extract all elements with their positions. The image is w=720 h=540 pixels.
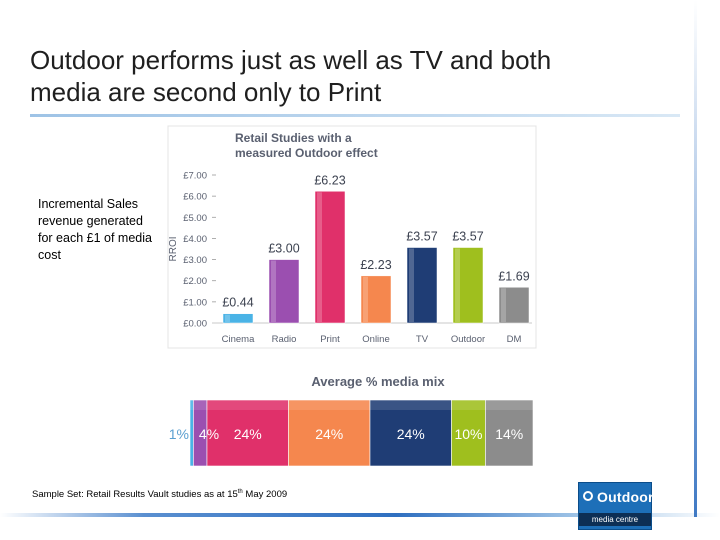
bar-dm xyxy=(498,287,530,324)
mix-segment-shine-radio xyxy=(193,400,207,410)
logo-subtitle: media centre xyxy=(579,513,651,526)
title-divider xyxy=(30,114,680,117)
bar-chart-title-line-1: Retail Studies with a xyxy=(235,131,352,145)
mix-segment-dm xyxy=(485,399,534,467)
y-tick-label: £6.00 xyxy=(183,192,207,203)
y-tick-label: £7.00 xyxy=(183,171,207,182)
sample-note-sup: th xyxy=(237,489,243,495)
y-tick-label: £3.00 xyxy=(183,255,207,266)
bar-value-label-dm: £1.69 xyxy=(498,269,529,283)
slide-title-line-1: Outdoor performs just as well as TV and … xyxy=(30,45,552,75)
mix-segment-shine-print xyxy=(206,400,289,410)
mix-segment-shine-dm xyxy=(485,400,533,410)
y-axis-label: RROI xyxy=(168,237,179,262)
mix-segment-shine-outdoor xyxy=(451,400,486,410)
bar-online xyxy=(360,275,392,324)
sample-set-note: Sample Set: Retail Results Vault studies… xyxy=(32,489,287,500)
mix-label-radio: 4% xyxy=(199,426,219,442)
bar-value-label-cinema: £0.44 xyxy=(222,296,253,310)
x-category-label-tv: TV xyxy=(416,334,429,345)
y-tick-label: £1.00 xyxy=(183,297,207,308)
bar-highlight-tv xyxy=(409,248,414,322)
bar-highlight-print xyxy=(317,192,322,322)
mix-label-dm: 14% xyxy=(495,426,523,442)
bar-value-label-radio: £3.00 xyxy=(268,242,299,256)
mix-segment-shine-cinema xyxy=(190,400,194,410)
x-category-label-radio: Radio xyxy=(272,334,297,345)
bar-highlight-online xyxy=(363,276,368,322)
mix-label-online: 24% xyxy=(315,426,343,442)
y-tick-label: £5.00 xyxy=(183,213,207,224)
bar-radio xyxy=(268,259,300,324)
y-tick-label: £4.00 xyxy=(183,234,207,245)
mix-segment-tv xyxy=(369,399,452,467)
x-category-label-print: Print xyxy=(320,334,340,345)
x-category-label-dm: DM xyxy=(507,334,522,345)
y-tick-label: £2.00 xyxy=(183,276,207,287)
mix-segment-shine-tv xyxy=(369,400,452,410)
bar-chart-title-line-2: measured Outdoor effect xyxy=(235,146,378,160)
mix-segment-online xyxy=(288,399,371,467)
bar-print xyxy=(314,191,346,324)
bar-outdoor xyxy=(452,247,484,324)
bar-value-label-tv: £3.57 xyxy=(406,230,437,244)
sample-note-text-a: Sample Set: Retail Results Vault studies… xyxy=(32,489,238,501)
side-note: Incremental Sales revenue generated for … xyxy=(38,197,152,262)
bar-highlight-outdoor xyxy=(455,248,460,322)
media-mix-title: Average % media mix xyxy=(311,374,445,389)
bar-value-label-outdoor: £3.57 xyxy=(452,230,483,244)
bar-value-label-online: £2.23 xyxy=(360,258,391,272)
sample-note-text-b: May 2009 xyxy=(242,489,288,501)
bar-highlight-cinema xyxy=(225,314,230,322)
bar-highlight-radio xyxy=(271,260,276,322)
slide-title: Outdoor performs just as well as TV and … xyxy=(30,44,670,108)
x-category-label-outdoor: Outdoor xyxy=(451,334,485,345)
mix-label-print: 24% xyxy=(234,426,262,442)
mix-segment-shine-online xyxy=(288,400,370,410)
bar-value-label-print: £6.23 xyxy=(314,173,345,187)
y-tick-label: £0.00 xyxy=(183,319,207,330)
x-category-label-cinema: Cinema xyxy=(222,334,255,345)
x-category-label-online: Online xyxy=(362,334,389,345)
bar-highlight-dm xyxy=(501,288,506,322)
mix-label-outdoor: 10% xyxy=(454,426,482,442)
slide-title-line-2: media are second only to Print xyxy=(30,77,382,107)
outdoor-media-centre-logo: Outdoor media centre xyxy=(578,482,654,530)
mix-segment-outdoor xyxy=(451,399,486,467)
logo-mark-icon xyxy=(583,491,593,501)
right-edge-bar xyxy=(694,0,697,517)
logo-word: Outdoor xyxy=(597,489,654,505)
mix-label-cinema: 1% xyxy=(169,426,189,442)
bar-cinema xyxy=(222,313,254,324)
bar-tv xyxy=(406,247,438,324)
mix-label-tv: 24% xyxy=(397,426,425,442)
mix-segment-print xyxy=(206,399,289,467)
footer-divider xyxy=(0,513,720,517)
